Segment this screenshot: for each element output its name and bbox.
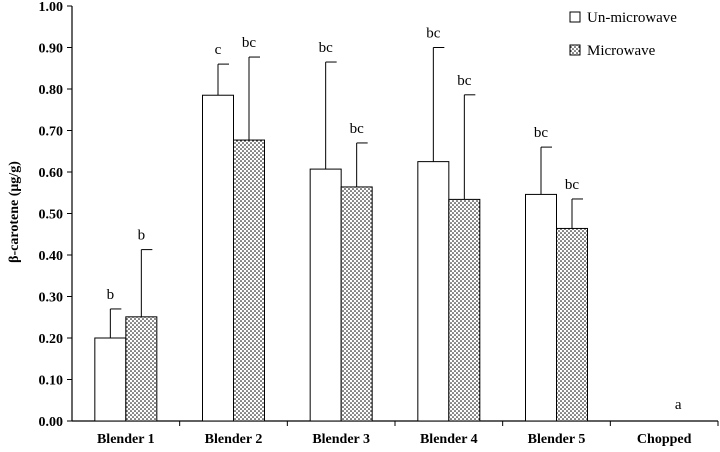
bar-microwave [556,227,588,422]
y-axis-title: β-carotene (μg/g) [7,161,22,263]
y-tick-label: 0.70 [39,125,64,140]
x-category-label: Blender 1 [97,432,155,447]
y-tick-label: 0.00 [39,415,64,430]
bar-microwave [233,139,265,422]
bar-un-microwave [94,337,127,422]
legend-swatch-microwave [569,44,581,56]
x-category-label: Blender 4 [420,432,478,447]
bar-un-microwave [525,193,557,422]
legend-label: Microwave [587,43,656,59]
significance-label: bc [457,73,472,89]
significance-label: bc [426,26,441,42]
significance-label: bc [565,177,580,193]
significance-label: bc [242,35,257,51]
chart-bars [94,47,588,422]
x-category-label: Blender 2 [205,432,263,447]
chart-axes: 0.00 0.10 0.20 0.30 0.40 0.50 0.60 0.70 0.80 0.90… [39,0,719,447]
legend-label: Un-microwave [587,10,677,26]
bar-microwave [448,198,481,422]
bar-microwave [125,316,158,422]
y-tick-label: 0.30 [39,291,64,306]
significance-label: bc [350,121,365,137]
y-tick-label: 0.90 [39,42,64,57]
bar-microwave [340,186,373,422]
significance-label: bc [319,40,334,56]
y-tick-label: 0.60 [39,166,64,181]
bar-un-microwave [417,161,450,422]
significance-label: c [215,42,222,58]
y-tick-label: 0.40 [39,249,64,264]
y-tick-label: 0.20 [39,332,64,347]
y-tick-label: 0.80 [39,83,64,98]
bar-un-microwave [309,168,342,422]
significance-label: bc [534,125,549,141]
significance-label: b [138,228,146,244]
bar-un-microwave [202,94,234,422]
x-category-label: Chopped [637,432,692,447]
x-category-label: Blender 3 [312,432,370,447]
chart-legend: Un-microwave Microwave [569,10,677,59]
x-category-label: Blender 5 [528,432,586,447]
significance-label: b [107,287,115,303]
legend-swatch-un-microwave [569,11,581,23]
y-tick-label: 1.00 [39,0,64,15]
y-tick-label: 0.10 [39,374,64,389]
y-tick-label: 0.50 [39,208,64,223]
significance-label: a [675,397,682,413]
